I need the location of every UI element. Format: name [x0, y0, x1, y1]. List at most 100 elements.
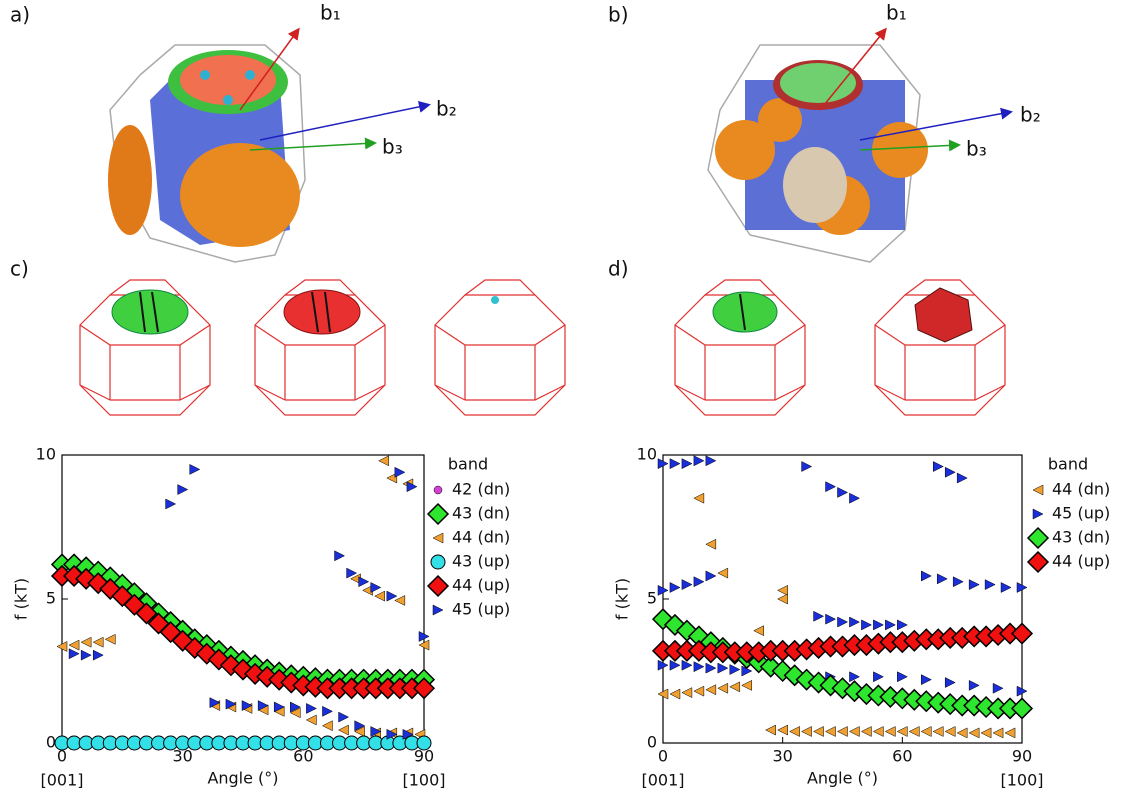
y-axis-label: f (kT) — [12, 578, 31, 620]
data-point — [778, 594, 788, 604]
data-point — [694, 577, 704, 587]
data-point — [694, 686, 704, 696]
x-axis-label: Angle (°) — [807, 769, 878, 788]
data-point — [1012, 624, 1032, 644]
y-axis-label: f (kT) — [613, 578, 632, 620]
data-point — [359, 577, 369, 587]
data-point — [706, 539, 716, 549]
data-point — [371, 582, 381, 592]
data-point — [897, 726, 907, 736]
plot-frame — [663, 455, 1022, 743]
data-point — [826, 482, 836, 492]
data-point — [395, 467, 405, 477]
legend-marker — [1033, 509, 1043, 519]
data-point — [873, 726, 883, 736]
legend-marker — [1028, 552, 1048, 572]
data-point — [969, 680, 979, 690]
legend-title: band — [448, 455, 488, 474]
data-point — [957, 473, 967, 483]
legend-label: 43 (dn) — [452, 504, 510, 523]
annotation: [100] — [1000, 771, 1043, 790]
vector-label: b₂ — [1020, 103, 1041, 127]
data-point — [790, 726, 800, 736]
data-point — [670, 459, 680, 469]
orbit-sheets — [80, 280, 1005, 415]
data-point — [957, 728, 967, 738]
data-point — [81, 637, 91, 647]
legend-label: 44 (up) — [1052, 552, 1110, 571]
data-point — [670, 582, 680, 592]
data-point — [909, 726, 919, 736]
legend-label: 44 (dn) — [452, 528, 510, 547]
data-point — [826, 726, 836, 736]
data-point — [921, 726, 931, 736]
data-point — [969, 728, 979, 738]
legend-marker — [433, 605, 443, 615]
data-point — [861, 726, 871, 736]
data-point — [1012, 698, 1032, 718]
panel-label: c) — [10, 257, 29, 281]
data-point — [69, 640, 79, 650]
data-point — [105, 634, 115, 644]
data-point — [849, 726, 859, 736]
data-point — [306, 715, 316, 725]
data-point — [69, 649, 79, 659]
y-tick-label: 5 — [647, 589, 657, 608]
data-point — [778, 585, 788, 595]
data-point — [694, 456, 704, 466]
x-tick-label: 90 — [1012, 747, 1032, 766]
legend-marker — [433, 533, 443, 543]
legend-label: 45 (up) — [452, 600, 510, 619]
data-point — [873, 620, 883, 630]
data-point — [335, 551, 345, 561]
data-point — [1005, 728, 1015, 738]
data-point — [730, 682, 740, 692]
data-point — [706, 456, 716, 466]
data-point — [897, 620, 907, 630]
data-point — [339, 725, 349, 735]
legend-marker — [428, 576, 448, 596]
data-point — [945, 467, 955, 477]
panel-label: d) — [608, 257, 629, 281]
data-point — [826, 614, 836, 624]
legend-marker — [434, 486, 442, 494]
data-point — [93, 650, 103, 660]
data-point — [178, 485, 188, 495]
data-point — [706, 571, 716, 581]
legend-label: 44 (dn) — [1052, 480, 1110, 499]
legend-marker — [1033, 485, 1043, 495]
data-point — [718, 568, 728, 578]
y-tick-label: 10 — [36, 445, 56, 464]
x-axis-label: Angle (°) — [207, 769, 278, 788]
legend-marker — [1028, 528, 1048, 548]
vector-label: b₁ — [320, 1, 341, 25]
data-point — [682, 459, 692, 469]
data-point — [379, 456, 389, 466]
vector-label: b₁ — [886, 1, 907, 25]
x-tick-label: 30 — [772, 747, 792, 766]
legend-label: 42 (dn) — [452, 480, 510, 499]
vector-label: b₃ — [966, 137, 987, 161]
data-point — [933, 726, 943, 736]
data-point — [706, 663, 716, 673]
data-point — [921, 675, 931, 685]
data-point — [417, 736, 431, 750]
data-point — [921, 571, 931, 581]
vector-label: b₂ — [436, 97, 457, 121]
data-point — [937, 574, 947, 584]
data-point — [81, 650, 91, 660]
data-point — [1001, 582, 1011, 592]
data-point — [682, 580, 692, 590]
data-point — [945, 678, 955, 688]
x-tick-label: 0 — [658, 747, 668, 766]
figure: a) b) c) d) b₁ b₂ b₃ b₁ b₂ b₃ 0306090051… — [0, 0, 1126, 796]
annotation: [001] — [40, 771, 83, 790]
legend-label: 44 (up) — [452, 576, 510, 595]
data-point — [897, 672, 907, 682]
data-point — [985, 580, 995, 590]
data-point — [993, 728, 1003, 738]
data-point — [838, 617, 848, 627]
data-point — [322, 706, 332, 716]
data-point — [682, 688, 692, 698]
y-tick-label: 10 — [637, 445, 657, 464]
